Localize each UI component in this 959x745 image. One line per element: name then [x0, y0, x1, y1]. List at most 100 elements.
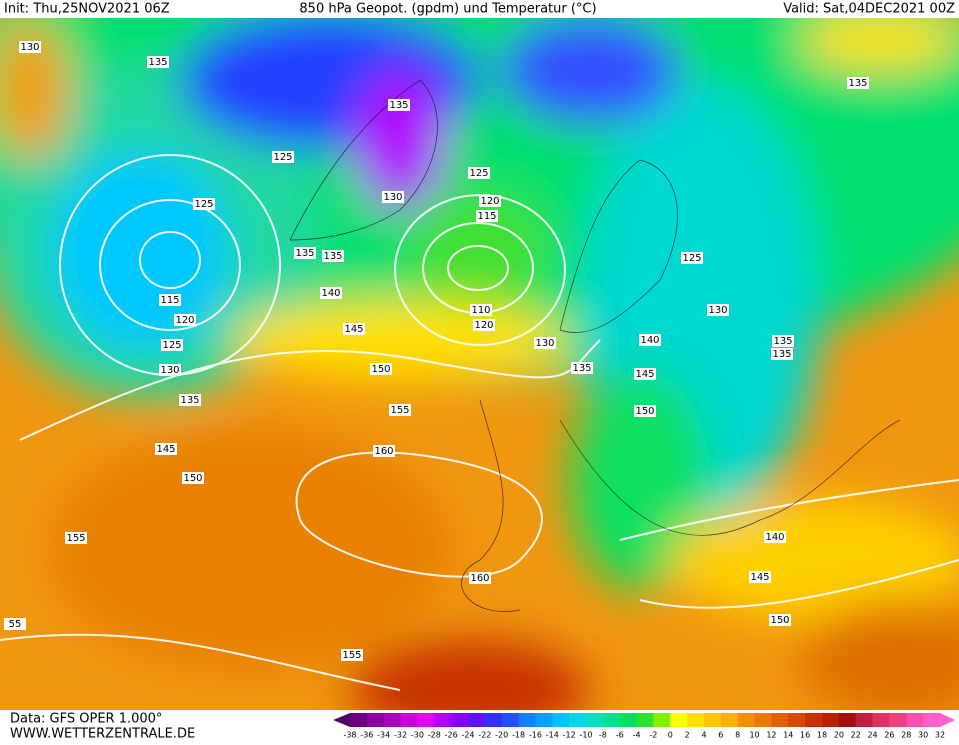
label-box: [707, 304, 729, 316]
label-box: [479, 195, 501, 207]
colorbar-swatch: [923, 713, 941, 727]
colorbar-swatch: [805, 713, 823, 727]
colorbar-tick-label: 16: [800, 731, 810, 740]
label-box: [534, 337, 556, 349]
contour-label: 140: [640, 335, 659, 346]
label-box: [681, 252, 703, 264]
label-box: [161, 339, 183, 351]
colorbar-tick-label: -10: [579, 731, 592, 740]
contour-label: 130: [708, 305, 727, 316]
colorbar-tick-label: -12: [563, 731, 576, 740]
colorbar-swatch: [771, 713, 789, 727]
label-box: [469, 572, 491, 584]
colorbar-tick-label: 0: [668, 731, 673, 740]
colorbar-tick-label: 14: [783, 731, 793, 740]
colorbar-tick-label: -20: [495, 731, 508, 740]
label-box: [389, 404, 411, 416]
contour-label: 135: [773, 336, 792, 347]
contour-label: 110: [471, 305, 490, 316]
contour-label: 130: [535, 338, 554, 349]
colorbar-arrow-low: [333, 713, 350, 727]
contour-label: 125: [273, 152, 292, 163]
contour-label: 135: [180, 395, 199, 406]
label-box: [193, 198, 215, 210]
contour-label: 160: [374, 446, 393, 457]
contour-label: 125: [469, 168, 488, 179]
colorbar-tick-label: -2: [649, 731, 657, 740]
contour-label: 125: [162, 340, 181, 351]
label-box: [772, 335, 794, 347]
colorbar: -38 -36 -34 -32 -30 -28 -26 -24 -22 -20 -18 -16 -14-…: [333, 713, 955, 740]
colorbar-tick-label: -28: [428, 731, 441, 740]
label-box: [634, 368, 656, 380]
colorbar-tick-label: 20: [834, 731, 844, 740]
label-box: [373, 445, 395, 457]
colorbar-swatch: [838, 713, 857, 727]
colorbar-swatch: [822, 713, 840, 727]
contour-label: 125: [682, 253, 701, 264]
colorbar-tick-label: -34: [377, 731, 390, 740]
label-box: [159, 294, 181, 306]
colorbar-tick-label: 12: [766, 731, 776, 740]
contour-label: 140: [765, 532, 784, 543]
colorbar-swatch: [417, 713, 435, 727]
label-box: [159, 364, 181, 376]
colorbar-swatch: [636, 713, 654, 727]
colorbar-swatch: [619, 713, 638, 727]
label-box: [322, 250, 344, 262]
contour-label: 135: [848, 78, 867, 89]
label-box: [764, 531, 786, 543]
contour-label: 125: [194, 199, 213, 210]
colorbar-swatch: [906, 713, 924, 727]
colorbar-swatch: [670, 713, 688, 727]
colorbar-arrow-high: [940, 713, 955, 727]
colorbar-swatch: [468, 713, 486, 727]
colorbar-tick-label: -8: [599, 731, 607, 740]
colorbar-swatch: [586, 713, 604, 727]
label-box: [749, 571, 771, 583]
label-box: [388, 99, 410, 111]
contour-label: 55: [9, 619, 22, 630]
colorbar-tick-label: 2: [685, 731, 690, 740]
label-box: [4, 618, 26, 630]
label-box: [382, 191, 404, 203]
contour-label: 150: [183, 473, 202, 484]
colorbar-swatch: [704, 713, 722, 727]
label-box: [341, 649, 363, 661]
label-box: [470, 304, 492, 316]
colorbar-swatch: [872, 713, 890, 727]
colorbar-tick-label: 8: [735, 731, 740, 740]
colorbar-swatch: [552, 713, 570, 727]
contour-label: 120: [175, 315, 194, 326]
label-box: [179, 394, 201, 406]
contour-label: 155: [342, 650, 361, 661]
colorbar-swatch: [434, 713, 452, 727]
contour-label: 135: [389, 100, 408, 111]
colorbar-tick-label: 6: [718, 731, 723, 740]
contour-label: 115: [477, 211, 496, 222]
label-box: [174, 314, 196, 326]
colorbar-tick-label: -26: [445, 731, 458, 740]
colorbar-swatch: [535, 713, 553, 727]
colorbar-swatch: [569, 713, 587, 727]
contour-label: 120: [474, 320, 493, 331]
contour-label: 145: [156, 444, 175, 455]
contour-label: 115: [160, 295, 179, 306]
colorbar-swatch: [687, 713, 705, 727]
contour-label: 130: [20, 42, 39, 53]
contour-label: 135: [772, 349, 791, 360]
geopotential-contours: [0, 154, 959, 691]
label-box: [473, 319, 495, 331]
colorbar-swatch: [720, 713, 739, 727]
website: WWW.WETTERZENTRALE.DE: [10, 727, 195, 742]
colorbar-swatch: [400, 713, 418, 727]
contour-label: 135: [323, 251, 342, 262]
colorbar-tick-label: -36: [360, 731, 373, 740]
label-box: [320, 287, 342, 299]
label-box: [147, 56, 169, 68]
colorbar-tick-label: -22: [478, 731, 491, 740]
colorbar-tick-label: -38: [343, 731, 356, 740]
colorbar-swatch: [501, 713, 520, 727]
label-box: [155, 443, 177, 455]
